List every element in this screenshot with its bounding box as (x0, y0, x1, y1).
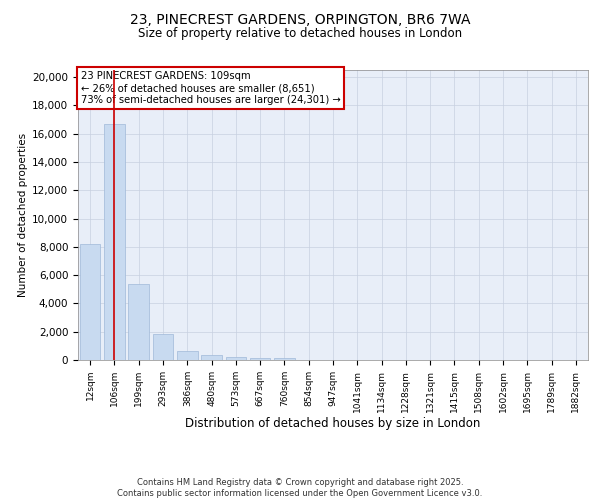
Text: 23 PINECREST GARDENS: 109sqm
← 26% of detached houses are smaller (8,651)
73% of: 23 PINECREST GARDENS: 109sqm ← 26% of de… (80, 72, 340, 104)
Text: 23, PINECREST GARDENS, ORPINGTON, BR6 7WA: 23, PINECREST GARDENS, ORPINGTON, BR6 7W… (130, 12, 470, 26)
Bar (201, 355, 222, 360)
Bar (80, 244, 100, 360)
Text: Size of property relative to detached houses in London: Size of property relative to detached ho… (138, 28, 462, 40)
Bar (104, 124, 125, 360)
Bar (226, 357, 246, 360)
Bar (250, 358, 271, 360)
Bar (274, 358, 295, 360)
Text: Contains HM Land Registry data © Crown copyright and database right 2025.
Contai: Contains HM Land Registry data © Crown c… (118, 478, 482, 498)
X-axis label: Distribution of detached houses by size in London: Distribution of detached houses by size … (185, 418, 481, 430)
Bar (128, 284, 149, 360)
Bar (177, 351, 197, 360)
Y-axis label: Number of detached properties: Number of detached properties (18, 133, 28, 297)
Bar (152, 334, 173, 360)
